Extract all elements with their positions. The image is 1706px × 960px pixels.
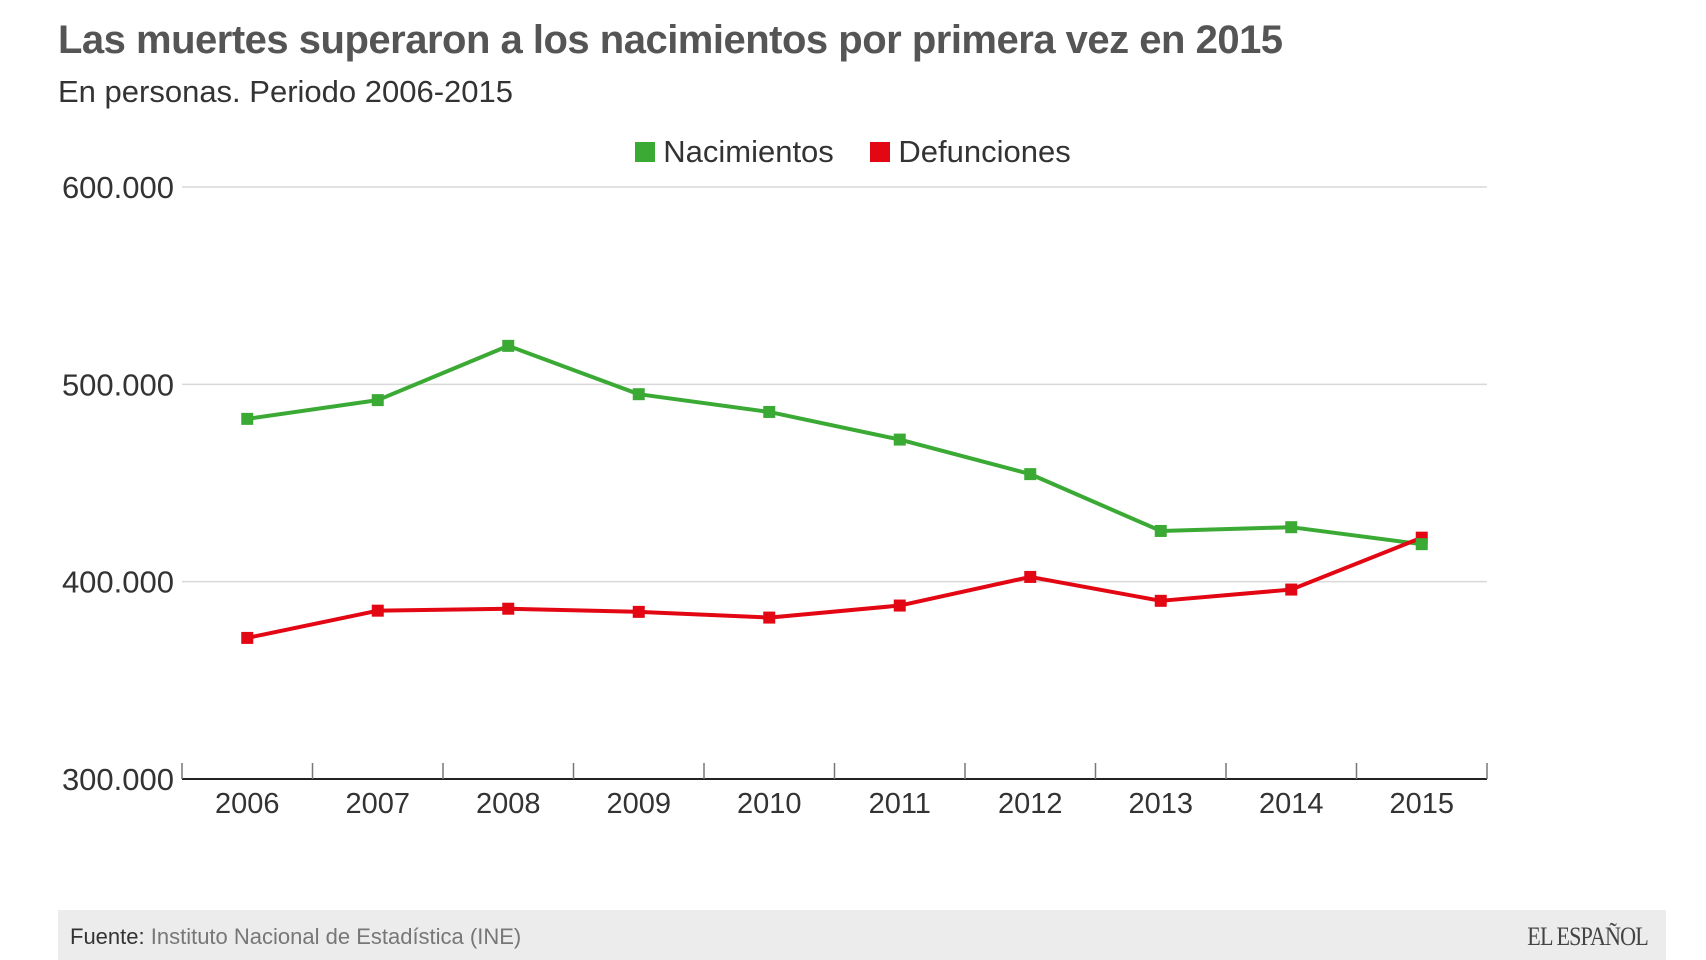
source-note: Fuente: Instituto Nacional de Estadístic… <box>70 924 521 950</box>
data-point-defunciones <box>371 604 384 617</box>
x-tick-label: 2015 <box>1389 788 1454 820</box>
series-line-nacimientos <box>246 343 1423 547</box>
x-tick-label: 2012 <box>998 788 1063 820</box>
data-point-nacimientos <box>1024 468 1037 481</box>
x-tick-label: 2014 <box>1259 788 1324 820</box>
legend-swatch-defunciones <box>870 142 891 162</box>
data-point-nacimientos <box>1154 524 1167 537</box>
x-tick-label: 2009 <box>606 788 671 820</box>
footer: Fuente: Instituto Nacional de Estadístic… <box>58 910 1666 960</box>
data-point-nacimientos <box>1285 521 1298 534</box>
y-tick-label: 400.000 <box>62 565 174 600</box>
legend-label-nacimientos: Nacimientos <box>663 134 834 169</box>
source-text: Instituto Nacional de Estadística (INE) <box>150 924 522 949</box>
legend-item-nacimientos[interactable]: Nacimientos <box>635 134 834 170</box>
data-point-defunciones <box>893 599 906 612</box>
data-point-defunciones <box>1024 570 1037 583</box>
y-tick-label: 300.000 <box>62 762 174 797</box>
x-tick-label: 2010 <box>737 788 802 820</box>
data-point-nacimientos <box>632 388 645 401</box>
y-tick-label: 600.000 <box>62 170 174 205</box>
data-point-defunciones <box>763 611 776 624</box>
line-chart: 300.000 400.000 500.000 600.000 2006 2007 2008… <box>62 170 1488 820</box>
x-tick-label: 2008 <box>476 788 541 820</box>
legend-swatch-nacimientos <box>635 142 656 162</box>
data-point-defunciones <box>632 605 645 618</box>
x-tick-label: 2007 <box>345 788 410 820</box>
brand-logo: EL ESPAÑOL <box>1527 922 1648 951</box>
data-point-nacimientos <box>1415 538 1428 551</box>
legend-item-defunciones[interactable]: Defunciones <box>870 134 1071 170</box>
y-tick-label: 500.000 <box>62 367 174 402</box>
legend: Nacimientos Defunciones <box>0 134 1706 170</box>
x-tick-label: 2011 <box>869 788 931 820</box>
data-point-defunciones <box>1285 583 1298 596</box>
data-point-nacimientos <box>893 433 906 446</box>
data-point-nacimientos <box>371 394 384 407</box>
legend-label-defunciones: Defunciones <box>898 134 1071 169</box>
data-point-defunciones <box>1154 594 1167 607</box>
chart-title: Las muertes superaron a los nacimientos … <box>58 18 1283 62</box>
data-point-nacimientos <box>763 405 776 418</box>
chart-subtitle: En personas. Periodo 2006-2015 <box>58 74 513 109</box>
data-point-defunciones <box>502 602 515 615</box>
data-point-nacimientos <box>502 339 515 352</box>
data-point-defunciones <box>241 631 254 644</box>
data-point-nacimientos <box>241 412 254 425</box>
series-line-defunciones <box>246 535 1423 640</box>
x-tick-label: 2013 <box>1128 788 1193 820</box>
x-tick-label: 2006 <box>215 788 280 820</box>
source-label: Fuente: <box>70 924 145 949</box>
